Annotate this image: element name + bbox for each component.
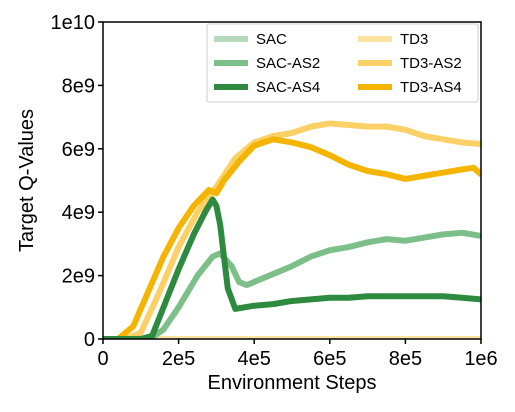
legend-box xyxy=(206,23,479,103)
y-tick-label: 2e9 xyxy=(62,266,95,288)
x-tick-label: 6e5 xyxy=(313,348,346,370)
series-line-td3-as2 xyxy=(103,120,481,339)
x-tick-label: 2e5 xyxy=(162,348,195,370)
legend-label: TD3-AS2 xyxy=(400,55,462,72)
y-tick-label: 1e10 xyxy=(51,12,96,34)
y-tick-label: 8e9 xyxy=(62,75,95,97)
x-tick-label: 4e5 xyxy=(238,348,271,370)
legend-label: SAC-AS4 xyxy=(256,79,320,96)
axes: 0 2e5 4e5 6e5 8e5 1e6 0 2e9 4e9 6e9 8e9 1e10 Environ… xyxy=(16,12,498,394)
x-tick-label: 0 xyxy=(97,348,108,370)
y-tick-label: 4e9 xyxy=(62,202,95,224)
legend-label: SAC xyxy=(256,31,287,48)
legend-label: TD3-AS4 xyxy=(400,79,462,96)
x-axis-title: Environment Steps xyxy=(208,372,377,394)
x-tick-label: 1e6 xyxy=(464,348,497,370)
series-line-td3-as4 xyxy=(103,136,481,339)
series-layer xyxy=(103,120,481,339)
y-tick-label: 6e9 xyxy=(62,139,95,161)
plot-frame xyxy=(102,21,482,340)
legend-label: SAC-AS2 xyxy=(256,55,320,72)
legend: SAC SAC-AS2 SAC-AS4 TD3 TD3-AS2 TD3-AS4 xyxy=(206,23,479,103)
y-tick-label: 0 xyxy=(84,329,95,351)
legend-label: TD3 xyxy=(400,31,428,48)
x-tick-label: 8e5 xyxy=(389,348,422,370)
y-axis-title: Target Q-Values xyxy=(16,109,38,252)
series-line-sac-as4 xyxy=(103,196,481,339)
series-line-sac-as2 xyxy=(103,229,481,339)
